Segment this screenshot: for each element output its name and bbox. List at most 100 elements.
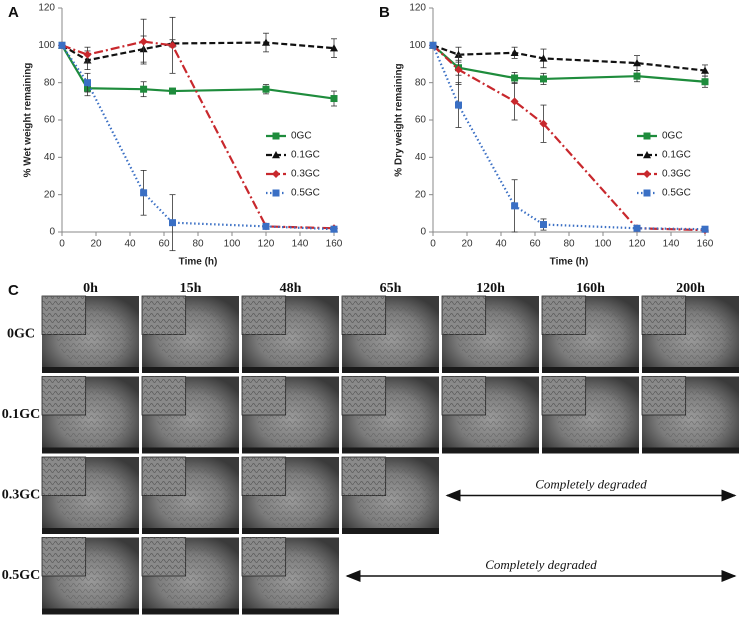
x-tick-label: 80 xyxy=(563,239,575,250)
sem-info-bar xyxy=(442,447,539,454)
marker xyxy=(272,151,280,159)
column-header: 160h xyxy=(576,281,605,296)
y-tick-label: 20 xyxy=(415,189,427,200)
row-label: 0GC xyxy=(7,327,35,342)
marker xyxy=(510,97,519,106)
sem-info-bar xyxy=(342,447,439,454)
column-header: 120h xyxy=(476,281,505,296)
x-axis-label: Time (h) xyxy=(550,257,589,268)
sem-info-bar xyxy=(42,367,139,373)
column-header: 200h xyxy=(676,281,705,296)
x-tick-label: 100 xyxy=(595,239,612,250)
sem-inset-texture xyxy=(242,296,286,335)
sem-info-bar xyxy=(542,447,639,454)
marker xyxy=(169,219,176,227)
marker xyxy=(140,85,148,93)
row-label: 0.1GC xyxy=(2,407,41,422)
sem-inset-texture xyxy=(42,376,86,415)
marker xyxy=(511,202,519,210)
sem-info-bar xyxy=(642,367,739,373)
marker xyxy=(540,221,547,229)
sem-info-bar xyxy=(142,367,239,373)
marker xyxy=(701,66,709,74)
x-tick-label: 0 xyxy=(59,239,65,250)
series-line xyxy=(432,44,706,83)
marker xyxy=(643,132,651,140)
column-header: 15h xyxy=(180,281,202,296)
x-tick-label: 120 xyxy=(258,239,275,250)
y-tick-label: 0 xyxy=(49,227,55,238)
marker xyxy=(701,225,709,233)
marker xyxy=(643,170,651,178)
series-line xyxy=(432,44,706,72)
sem-info-bar xyxy=(42,608,139,615)
y-tick-label: 100 xyxy=(38,40,55,51)
sem-info-bar xyxy=(42,447,139,454)
marker xyxy=(539,54,548,62)
legend-label: 0.1GC xyxy=(662,150,691,161)
sem-info-bar xyxy=(242,528,339,534)
legend-label: 0.3GC xyxy=(662,169,691,180)
panel-label: C xyxy=(8,282,19,299)
marker xyxy=(169,87,176,95)
y-tick-label: 20 xyxy=(44,189,56,200)
sem-inset-texture xyxy=(642,296,686,335)
sem-info-bar xyxy=(242,608,339,615)
x-tick-label: 20 xyxy=(461,239,473,250)
legend-label: 0.5GC xyxy=(291,188,320,199)
sem-inset-texture xyxy=(342,376,386,415)
sem-inset-texture xyxy=(242,537,286,576)
x-tick-label: 40 xyxy=(495,239,507,250)
marker xyxy=(140,189,148,197)
x-tick-label: 160 xyxy=(697,239,714,250)
sem-info-bar xyxy=(342,367,439,373)
sem-inset-texture xyxy=(42,457,86,496)
y-tick-label: 120 xyxy=(409,3,426,14)
sem-info-bar xyxy=(42,528,139,534)
legend-label: 0GC xyxy=(291,131,312,142)
marker xyxy=(139,37,148,46)
sem-inset-texture xyxy=(542,296,586,335)
marker xyxy=(58,41,66,49)
marker xyxy=(168,41,177,50)
y-tick-label: 40 xyxy=(415,152,427,163)
sem-info-bar xyxy=(242,447,339,454)
legend-label: 0.5GC xyxy=(662,188,691,199)
marker xyxy=(643,189,651,197)
marker xyxy=(455,101,462,109)
y-tick-label: 100 xyxy=(409,40,426,51)
sem-info-bar xyxy=(642,447,739,454)
series-line xyxy=(61,41,335,62)
legend-label: 0GC xyxy=(662,131,683,142)
row-label: 0.5GC xyxy=(2,568,41,583)
sem-inset-texture xyxy=(42,296,86,335)
y-tick-label: 60 xyxy=(415,115,427,126)
series-line xyxy=(61,44,335,100)
x-tick-label: 60 xyxy=(529,239,541,250)
y-tick-label: 60 xyxy=(44,115,56,126)
series-line xyxy=(61,40,335,230)
y-tick-label: 80 xyxy=(415,77,427,88)
y-tick-label: 120 xyxy=(38,3,55,14)
sem-inset-texture xyxy=(342,296,386,335)
legend-label: 0.3GC xyxy=(291,169,320,180)
x-tick-label: 60 xyxy=(158,239,170,250)
marker xyxy=(633,224,641,232)
marker xyxy=(84,79,91,87)
marker xyxy=(330,95,338,103)
sem-info-bar xyxy=(142,608,239,615)
sem-inset-texture xyxy=(342,457,386,496)
x-tick-label: 80 xyxy=(192,239,204,250)
sem-inset-texture xyxy=(442,376,486,415)
sem-inset-texture xyxy=(142,296,186,335)
panel-label: B xyxy=(379,4,390,21)
x-tick-label: 100 xyxy=(224,239,241,250)
y-tick-label: 0 xyxy=(420,227,426,238)
sem-inset-texture xyxy=(42,537,86,576)
x-axis-label: Time (h) xyxy=(179,257,218,268)
marker xyxy=(429,41,437,49)
x-tick-label: 20 xyxy=(90,239,102,250)
sem-inset-texture xyxy=(242,457,286,496)
marker xyxy=(510,48,519,56)
